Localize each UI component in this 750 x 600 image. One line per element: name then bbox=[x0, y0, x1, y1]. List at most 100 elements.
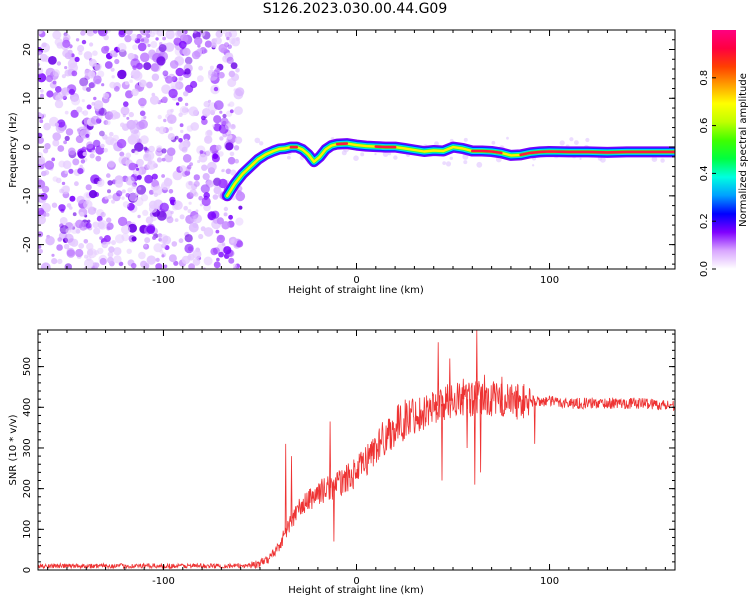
noise-blob bbox=[93, 96, 97, 101]
noise-blob bbox=[442, 161, 447, 166]
noise-blob bbox=[212, 217, 220, 224]
noise-blob bbox=[221, 169, 225, 173]
noise-blob bbox=[93, 227, 101, 235]
noise-blob bbox=[108, 246, 115, 253]
noise-blob bbox=[131, 184, 137, 190]
noise-blob bbox=[97, 111, 102, 116]
noise-blob bbox=[360, 152, 365, 157]
noise-blob bbox=[92, 221, 99, 229]
noise-blob bbox=[153, 243, 163, 253]
noise-blob bbox=[86, 248, 97, 259]
noise-blob bbox=[109, 81, 117, 89]
noise-blob bbox=[142, 36, 149, 44]
noise-blob bbox=[128, 111, 134, 118]
noise-blob bbox=[95, 78, 101, 85]
noise-blob bbox=[44, 160, 55, 170]
noise-blob bbox=[83, 199, 93, 210]
noise-blob bbox=[98, 107, 107, 116]
noise-blob bbox=[230, 169, 237, 176]
noise-blob bbox=[151, 73, 160, 81]
noise-blob bbox=[38, 51, 42, 56]
noise-blob bbox=[126, 248, 132, 254]
noise-blob bbox=[193, 30, 197, 34]
noise-blob bbox=[69, 206, 73, 210]
noise-blob bbox=[161, 96, 168, 103]
noise-blob bbox=[97, 70, 105, 78]
noise-blob bbox=[109, 50, 117, 57]
noise-blob bbox=[51, 157, 56, 162]
noise-blob bbox=[178, 40, 187, 49]
noise-blob bbox=[57, 237, 62, 242]
snr-y-tick-label: 400 bbox=[22, 398, 33, 417]
noise-blob bbox=[78, 50, 83, 56]
noise-blob bbox=[198, 195, 203, 201]
noise-blob bbox=[122, 201, 130, 208]
noise-blob bbox=[106, 217, 112, 223]
noise-blob bbox=[106, 222, 114, 230]
noise-blob bbox=[119, 151, 125, 157]
noise-blob bbox=[38, 156, 46, 165]
noise-blob bbox=[85, 184, 92, 191]
noise-blob bbox=[105, 120, 111, 126]
noise-blob bbox=[230, 123, 236, 130]
noise-blob bbox=[51, 202, 58, 208]
noise-blob bbox=[58, 160, 66, 168]
noise-blob bbox=[149, 31, 155, 38]
noise-blob bbox=[228, 257, 235, 264]
noise-blob bbox=[179, 214, 185, 220]
noise-blob bbox=[150, 41, 158, 48]
spectrogram-x-tick-label: 0 bbox=[353, 275, 359, 286]
spectrogram-x-label: Height of straight line (km) bbox=[288, 285, 424, 296]
snr-y-tick-label: 0 bbox=[22, 567, 33, 573]
noise-blob bbox=[64, 66, 68, 70]
noise-blob bbox=[236, 190, 243, 196]
noise-blob bbox=[142, 209, 149, 216]
noise-blob bbox=[188, 106, 199, 117]
noise-blob bbox=[43, 148, 49, 154]
noise-blob bbox=[190, 122, 199, 131]
noise-blob bbox=[52, 80, 57, 85]
noise-blob bbox=[51, 258, 58, 265]
noise-blob bbox=[62, 39, 71, 49]
noise-blob bbox=[128, 223, 137, 233]
noise-blob bbox=[67, 58, 78, 69]
noise-blob bbox=[172, 170, 183, 181]
noise-blob bbox=[222, 113, 227, 119]
noise-blob bbox=[46, 90, 54, 98]
noise-blob bbox=[59, 217, 68, 225]
noise-blob bbox=[81, 99, 85, 103]
noise-blob bbox=[156, 145, 163, 152]
noise-blob bbox=[213, 261, 221, 269]
noise-blob bbox=[38, 215, 46, 225]
noise-blob bbox=[135, 167, 140, 171]
noise-blob bbox=[178, 138, 183, 143]
noise-blob bbox=[40, 89, 44, 93]
noise-blob bbox=[85, 222, 92, 229]
noise-blob bbox=[146, 81, 153, 89]
noise-blob bbox=[171, 76, 178, 83]
noise-blob bbox=[194, 36, 203, 46]
noise-blob bbox=[43, 122, 51, 131]
noise-blob bbox=[52, 132, 61, 141]
noise-blob bbox=[175, 67, 185, 77]
noise-blob bbox=[88, 58, 97, 67]
noise-blob bbox=[128, 162, 137, 171]
noise-blob bbox=[203, 49, 208, 54]
noise-blob bbox=[192, 214, 202, 224]
noise-blob bbox=[188, 222, 199, 233]
noise-blob bbox=[140, 194, 149, 202]
colorbar: 0.0 0.2 0.4 0.6 0.8 Normalized spectral ampl… bbox=[699, 30, 749, 277]
noise-blob bbox=[158, 126, 167, 135]
noise-blob bbox=[83, 51, 93, 60]
noise-blob bbox=[218, 71, 225, 79]
noise-blob bbox=[132, 71, 143, 81]
noise-blob bbox=[235, 37, 240, 42]
noise-blob bbox=[121, 225, 131, 235]
noise-blob bbox=[40, 262, 51, 269]
noise-blob bbox=[86, 141, 94, 149]
noise-blob bbox=[221, 221, 230, 230]
noise-blob bbox=[170, 210, 174, 215]
noise-blob bbox=[146, 255, 156, 265]
noise-blob bbox=[462, 153, 469, 160]
noise-blob bbox=[393, 155, 398, 160]
